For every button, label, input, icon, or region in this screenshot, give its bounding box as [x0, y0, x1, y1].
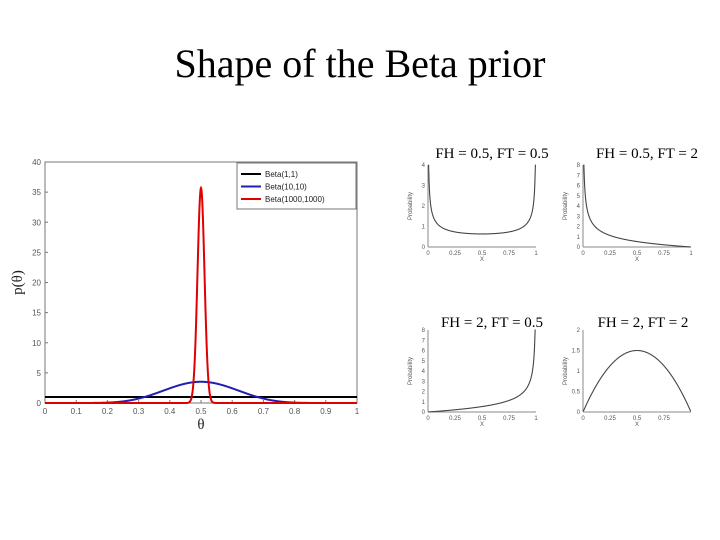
subplot-y-tick-label: 4	[422, 163, 426, 169]
subplot-title: FH = 0.5, FT = 2	[596, 146, 698, 162]
subplot-y-tick-label: 0	[422, 245, 426, 251]
main-x-tick-label: 1	[355, 407, 360, 416]
subplot-x-tick-label: 0.25	[449, 251, 461, 257]
subplot-x-tick-label: 0.25	[449, 416, 461, 422]
subplot-1: FH = 0.5, FT = 0.5 0 0.25 0.5 0.75 1 0 1 2 3 4 X Pro…	[408, 146, 549, 263]
legend-entry: Beta(10,10)	[265, 183, 307, 192]
subplot-y-axis-label: Probability	[408, 357, 414, 385]
subplot-x-tick-label: 0.75	[503, 251, 515, 257]
subplot-x-tick-label: 0.75	[503, 416, 515, 422]
subplot-y-tick-label: 6	[577, 184, 581, 190]
legend-entry: Beta(1,1)	[265, 170, 298, 179]
main-x-tick-label: 0.8	[289, 407, 301, 416]
subplot-y-tick-label: 4	[422, 369, 426, 375]
subplot-y-tick-label: 0	[422, 410, 426, 416]
subplot-x-tick-label: 0.25	[604, 416, 616, 422]
main-x-axis-label: θ	[197, 417, 204, 433]
subplot-y-tick-label: 7	[577, 173, 581, 179]
main-x-tick-label: 0.9	[320, 407, 332, 416]
main-series-line-2	[45, 380, 357, 404]
main-y-tick-label: 25	[32, 248, 41, 257]
subplot-title: FH = 0.5, FT = 0.5	[435, 146, 548, 162]
subplot-y-tick-label: 1	[577, 369, 581, 375]
subplot-x-axis-label: X	[480, 257, 484, 263]
main-x-tick-label: 0.7	[258, 407, 270, 416]
subplot-y-tick-label: 3	[422, 184, 426, 190]
main-x-tick-label: 0	[43, 407, 48, 416]
subplot-x-axis-label: X	[635, 422, 639, 428]
subplot-density-curve	[428, 329, 536, 413]
subplot-y-tick-label: 5	[577, 194, 581, 200]
subplot-y-tick-label: 2	[577, 328, 581, 334]
main-legend: Beta(1,1) Beta(10,10) Beta(1000,1000)	[236, 162, 357, 210]
subplot-y-tick-label: 5	[422, 359, 426, 365]
subplot-y-axis-label: Probability	[408, 192, 414, 220]
main-y-axis-label: p(θ)	[10, 270, 26, 295]
main-y-tick-label: 0	[37, 399, 42, 408]
subplot-y-tick-label: 1.5	[572, 349, 581, 355]
subplot-y-tick-label: 0	[577, 245, 581, 251]
subplot-x-axis-label: X	[635, 257, 639, 263]
main-y-tick-label: 35	[32, 188, 41, 197]
subplot-title: FH = 2, FT = 2	[598, 315, 689, 331]
main-x-tick-label: 0.1	[71, 407, 83, 416]
subplot-x-axis-label: X	[480, 422, 484, 428]
subplot-y-tick-label: 2	[422, 390, 426, 396]
subplot-y-tick-label: 8	[577, 163, 581, 169]
subplot-x-tick-label: 0	[426, 251, 430, 257]
subplot-x-tick-label: 0.5	[478, 416, 487, 422]
subplot-y-tick-label: 3	[422, 379, 426, 385]
main-x-tick-label: 0.4	[164, 407, 176, 416]
subplot-y-tick-label: 3	[577, 214, 581, 220]
main-y-tick-label: 15	[32, 309, 41, 318]
subplot-3: FH = 2, FT = 0.5 0 0.25 0.5 0.75 1 0 1 2 3 4 5 6 7 8 X P…	[408, 315, 543, 428]
subplot-x-tick-label: 1	[689, 251, 693, 257]
subplot-y-tick-label: 2	[422, 204, 426, 210]
subplot-y-tick-label: 1	[422, 225, 426, 231]
subplot-y-tick-label: 1	[577, 235, 581, 241]
subplot-title: FH = 2, FT = 0.5	[441, 315, 543, 331]
subplot-x-tick-label: 1	[534, 416, 538, 422]
subplot-y-tick-label: 8	[422, 328, 426, 334]
main-x-tick-label: 0.5	[195, 407, 207, 416]
subplot-y-tick-label: 6	[422, 349, 426, 355]
subplot-density-curve	[583, 164, 691, 248]
subplot-x-tick-label: 0.5	[633, 416, 642, 422]
subplot-y-tick-label: 0.5	[572, 390, 581, 396]
subplot-2: FH = 0.5, FT = 2 0 0.25 0.5 0.75 1 0 1 2 3 4 5 6 7 8 X P…	[563, 146, 698, 263]
subplot-y-axis-label: Probability	[563, 192, 569, 220]
subplot-density-curve	[428, 164, 536, 235]
subplot-x-tick-label: 0.25	[604, 251, 616, 257]
subplot-y-tick-label: 7	[422, 338, 426, 344]
main-y-tick-label: 30	[32, 218, 41, 227]
main-x-tick-label: 0.3	[133, 407, 145, 416]
main-y-tick-label: 20	[32, 279, 41, 288]
subplot-x-tick-label: 0.5	[478, 251, 487, 257]
main-y-tick-label: 40	[32, 158, 41, 167]
main-series-line-3	[45, 185, 357, 404]
subplot-x-tick-label: 0.75	[658, 251, 670, 257]
main-y-tick-label: 5	[37, 369, 42, 378]
subplot-x-tick-label: 0.5	[633, 251, 642, 257]
subplot-y-tick-label: 2	[577, 225, 581, 231]
subplot-density-curve	[582, 349, 692, 412]
subplot-4: FH = 2, FT = 2 0 0.25 0.5 0.75 0 0.5 1 1.5 2 X Prob…	[563, 315, 692, 428]
subplot-x-tick-label: 1	[534, 251, 538, 257]
page-title: Shape of the Beta prior	[174, 41, 546, 86]
subplot-x-tick-label: 0	[581, 416, 585, 422]
subplot-y-tick-label: 0	[577, 410, 581, 416]
subplot-x-tick-label: 0.75	[658, 416, 670, 422]
main-y-tick-label: 10	[32, 339, 41, 348]
subplot-y-axis-label: Probability	[563, 357, 569, 385]
subplot-y-tick-label: 1	[422, 400, 426, 406]
subplot-x-tick-label: 0	[581, 251, 585, 257]
main-x-tick-label: 0.2	[102, 407, 114, 416]
main-x-tick-label: 0.6	[227, 407, 239, 416]
subplot-x-tick-label: 0	[426, 416, 430, 422]
main-chart: 0 0.1 0.2 0.3 0.4 0.5 0.6 0.7 0.8 0.9 105101520253…	[10, 158, 360, 433]
legend-entry: Beta(1000,1000)	[265, 195, 325, 204]
subplot-y-tick-label: 4	[577, 204, 581, 210]
